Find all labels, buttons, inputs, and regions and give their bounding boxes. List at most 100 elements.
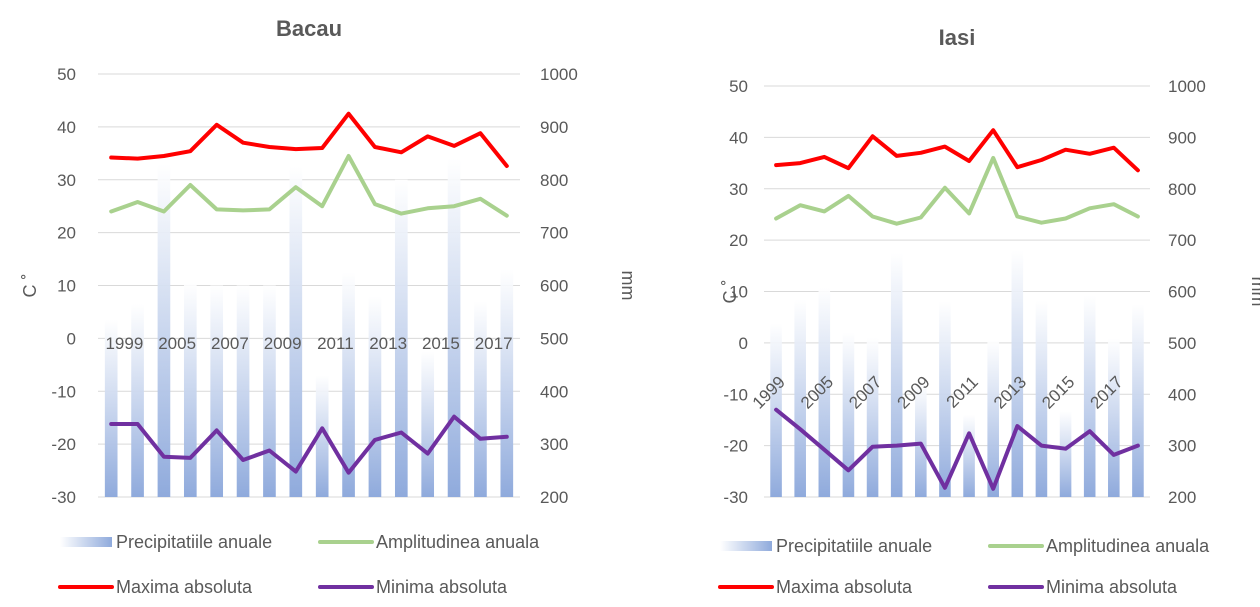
precip-bar (236, 285, 250, 497)
precip-bar (131, 304, 144, 497)
y2-tick-label: 600 (540, 277, 568, 296)
y-tick-label: -20 (51, 435, 76, 454)
y-tick-label: -10 (51, 382, 76, 401)
x-tick-label: 2017 (475, 334, 513, 353)
precip-bar (1108, 338, 1120, 497)
precip-bar (157, 163, 171, 497)
x-tick-label: 2007 (211, 334, 249, 353)
y2-tick-label: 200 (1168, 488, 1196, 507)
y2-tick-label: 500 (1168, 334, 1196, 353)
y2-tick-label: 500 (540, 329, 568, 348)
y-tick-label: 20 (57, 224, 76, 243)
y-tick-label: 0 (67, 329, 76, 348)
x-tick-label: 2009 (264, 334, 302, 353)
y2-tick-label: 900 (540, 118, 568, 137)
y2-tick-label: 1000 (1168, 77, 1206, 96)
legend-label: Minima absoluta (1046, 577, 1178, 597)
precip-bar (1011, 250, 1024, 497)
precip-bar (1132, 304, 1144, 497)
y-tick-label: 0 (739, 334, 748, 353)
precip-bar (342, 272, 355, 497)
y2-tick-label: 400 (1168, 385, 1196, 404)
precip-bar (210, 285, 224, 497)
precip-bar (263, 285, 276, 497)
precip-bar (818, 287, 831, 497)
precip-bar (474, 301, 487, 497)
precip-bar (963, 414, 975, 497)
legend-swatch-precip (60, 537, 112, 547)
precip-bar (1083, 295, 1096, 497)
precip-bar (421, 351, 435, 497)
legend-label: Maxima absoluta (776, 577, 913, 597)
chart-bacau: Bacau 50 1000 40 900 30 800 20 700 10 600 0 500 -10 40… (20, 16, 638, 597)
y-tick-label: 30 (729, 180, 748, 199)
y2-tick-label: 600 (1168, 283, 1196, 302)
precip-bar (104, 319, 118, 497)
series-line-amplitudinea-anuala (774, 155, 1140, 226)
precip-bar (447, 158, 461, 497)
chart-title: Iasi (939, 25, 976, 50)
precip-bar (183, 282, 197, 497)
legend-label: Amplitudinea anuala (1046, 536, 1210, 556)
y2-tick-label: 1000 (540, 65, 578, 84)
y-tick-label: 30 (57, 171, 76, 190)
x-tick-label: 2011 (317, 334, 354, 353)
y-tick-label: 50 (729, 77, 748, 96)
series-line-minima-absoluta (774, 407, 1140, 491)
series-line-minima-absoluta (109, 414, 509, 475)
y-tick-label: -30 (51, 488, 76, 507)
legend-label: Amplitudinea anuala (376, 532, 540, 552)
precip-bar (987, 340, 999, 497)
precip-bar (939, 301, 951, 497)
legend-label: Precipitatiile anuale (776, 536, 932, 556)
precip-bar (315, 375, 329, 497)
y2-tick-label: 200 (540, 488, 568, 507)
series-line-maxima-absoluta (109, 111, 509, 168)
precip-bar (915, 383, 927, 497)
y2-axis-label: mm (618, 271, 638, 301)
y-tick-label: -20 (723, 437, 748, 456)
precip-bar (394, 179, 408, 497)
legend-swatch-precip (720, 541, 772, 551)
legend-label: Precipitatiile anuale (116, 532, 272, 552)
y2-tick-label: 700 (1168, 231, 1196, 250)
y2-tick-label: 800 (1168, 180, 1196, 199)
x-tick-label: 1999 (105, 334, 143, 353)
precip-bar (794, 299, 806, 497)
series-line-amplitudinea-anuala (109, 154, 509, 218)
x-tick-label: 1999 (749, 372, 789, 412)
x-tick-label: 2015 (422, 334, 460, 353)
precip-bar (1035, 300, 1048, 497)
y2-tick-label: 300 (540, 435, 568, 454)
precip-bar (500, 269, 514, 497)
precip-bar (890, 252, 903, 497)
y-tick-label: 50 (57, 65, 76, 84)
y-tick-label: 10 (57, 277, 76, 296)
legend-label: Maxima absoluta (116, 577, 253, 597)
chart-iasi: Iasi 50 1000 40 900 30 800 20 700 10 600 0 500 -10 400… (718, 25, 1260, 597)
precip-bar (289, 166, 303, 497)
y2-tick-label: 800 (540, 171, 568, 190)
y-tick-label: -30 (723, 488, 748, 507)
y2-tick-label: 900 (1168, 128, 1196, 147)
y-tick-label: 40 (729, 128, 748, 147)
x-tick-label: 2013 (369, 334, 407, 353)
precip-bar (842, 332, 855, 497)
y2-tick-label: 400 (540, 382, 568, 401)
y2-tick-label: 300 (1168, 437, 1196, 456)
y2-axis-label: mm (1248, 277, 1260, 307)
y-tick-label: 40 (57, 118, 76, 137)
precip-bar (1059, 411, 1072, 497)
legend-label: Minima absoluta (376, 577, 508, 597)
y-tick-label: -10 (723, 385, 748, 404)
y-tick-label: 20 (729, 231, 748, 250)
y-tick-label: 10 (729, 283, 748, 302)
y2-tick-label: 700 (540, 224, 568, 243)
y-axis-label: C ˚ (20, 274, 40, 298)
series-line-maxima-absoluta (774, 128, 1140, 173)
x-tick-label: 2005 (158, 334, 196, 353)
precip-bar (368, 296, 382, 497)
precip-bar (866, 337, 879, 497)
